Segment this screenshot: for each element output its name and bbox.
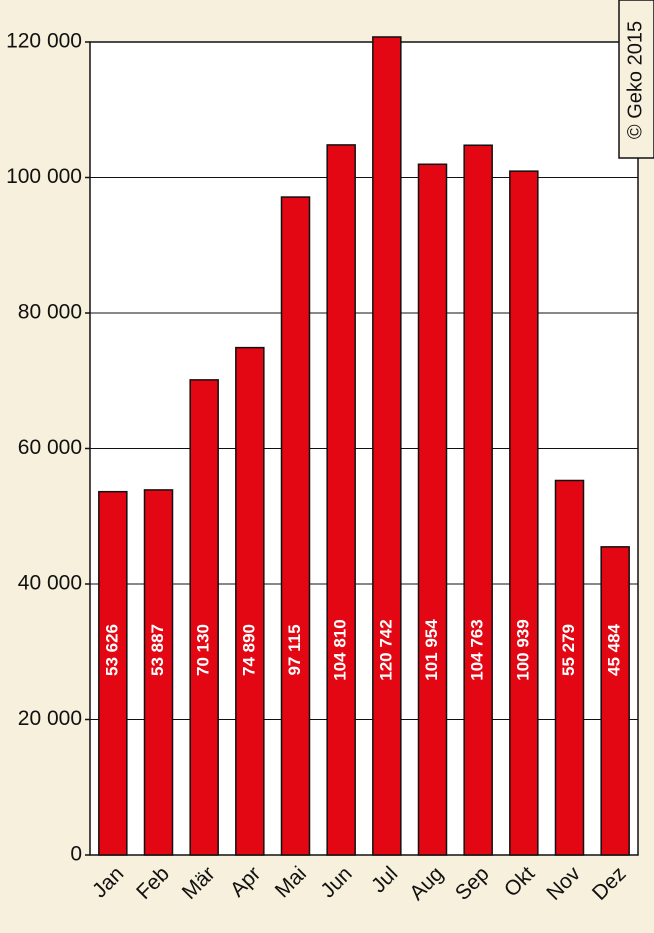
- value-label: 120 742: [376, 619, 395, 680]
- bar: [554, 479, 585, 856]
- value-label: 74 890: [239, 624, 258, 676]
- y-tick-label: 0: [70, 843, 82, 866]
- y-tick-label: 80 000: [18, 301, 82, 324]
- value-label: 53 626: [102, 624, 121, 676]
- copyright: © Geko 2015: [624, 21, 646, 139]
- bar: [600, 546, 630, 856]
- value-label: 104 763: [468, 619, 487, 680]
- bar: [417, 163, 448, 856]
- bar: [143, 489, 174, 856]
- value-label: 45 484: [605, 623, 624, 676]
- value-label: 100 939: [513, 619, 532, 680]
- y-tick-label: 100 000: [6, 165, 82, 188]
- bar: [372, 36, 402, 856]
- y-tick-label: 60 000: [18, 436, 82, 459]
- y-tick-label: 40 000: [18, 572, 82, 595]
- copyright-box: [618, 0, 654, 159]
- bar: [235, 346, 265, 856]
- value-label: 70 130: [194, 624, 213, 676]
- bar: [280, 196, 311, 856]
- value-label: 55 279: [559, 624, 578, 676]
- bar: [98, 490, 128, 856]
- bar: [463, 144, 493, 856]
- value-label: 101 954: [422, 619, 441, 681]
- bar: [326, 144, 356, 856]
- bar: [189, 379, 219, 856]
- value-label: 104 810: [331, 619, 350, 680]
- value-label: 97 115: [285, 624, 304, 675]
- bar: [509, 170, 539, 856]
- y-tick-label: 20 000: [18, 707, 82, 730]
- value-label: 53 887: [148, 624, 167, 676]
- y-tick-label: 120 000: [6, 30, 82, 53]
